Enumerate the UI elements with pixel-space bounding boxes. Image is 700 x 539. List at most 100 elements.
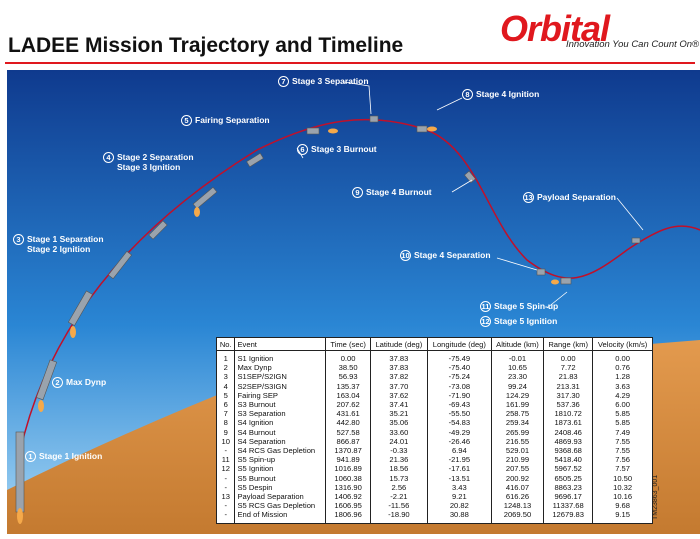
table-cell: S5 Spin-up <box>234 455 327 465</box>
table-cell: 265.99 <box>490 427 545 437</box>
table-cell: 20.82 <box>426 501 492 511</box>
table-cell: 527.58 <box>325 427 371 437</box>
table-cell: 21.83 <box>543 372 594 382</box>
table-cell: 37.83 <box>369 363 428 373</box>
table-cell: -75.40 <box>426 363 492 373</box>
page-title: LADEE Mission Trajectory and Timeline <box>8 34 404 57</box>
table-cell: 2.56 <box>369 482 428 493</box>
table-row: - S5 RCS Gas Depletion 1606.95 -11.56 20.82 1… <box>215 501 653 511</box>
table-row: 12 S5 Ignition 1016.89 18.56 -17.61 207.55 596… <box>215 464 653 474</box>
table-cell: 37.83 <box>369 350 428 364</box>
table-cell: 13 <box>215 492 236 502</box>
table-cell: 537.36 <box>543 400 594 410</box>
table-cell: -17.61 <box>426 464 492 474</box>
table-cell: 15.73 <box>369 473 428 483</box>
column-header: Time (sec) <box>325 337 371 351</box>
table-cell: 6505.25 <box>543 473 594 483</box>
table-cell: 5.85 <box>592 409 653 419</box>
table-cell: 8 <box>215 418 236 428</box>
table-cell: 124.29 <box>490 390 545 401</box>
table-row: - End of Mission 1806.96 -18.90 30.88 2069.50… <box>215 510 653 524</box>
column-header: No. <box>215 337 236 351</box>
table-cell: 18.56 <box>369 464 428 474</box>
table-row: 5 Fairing SEP 163.04 37.62 -71.90 124.29 317.3… <box>215 390 653 401</box>
table-cell: 6.00 <box>592 400 653 410</box>
event-label-11: 11 Stage 5 Spin-up <box>480 301 559 312</box>
table-cell: S5 Ignition <box>234 464 327 474</box>
table-cell: 10.50 <box>592 473 653 483</box>
table-cell: 23.30 <box>490 372 545 382</box>
table-header-row: No. Event Time (sec) Latitude (deg) Longitud… <box>215 337 653 351</box>
table-cell: 37.41 <box>369 400 428 410</box>
table-cell: 9.21 <box>426 492 492 502</box>
table-cell: S4 Ignition <box>234 418 327 428</box>
table-row: 4 S2SEP/S3IGN 135.37 37.70 -73.08 99.24 213.31… <box>215 381 653 391</box>
table-cell: 5418.40 <box>543 455 594 465</box>
table-row: 8 S4 Ignition 442.80 35.06 -54.83 259.34 1873.… <box>215 418 653 428</box>
column-header: Range (km) <box>543 337 594 351</box>
table-cell: 3.43 <box>426 482 492 493</box>
table-row: 10 S4 Separation 866.87 24.01 -26.46 216.55 48… <box>215 436 653 447</box>
table-cell: 3.63 <box>592 381 653 391</box>
table-cell: -73.08 <box>426 381 492 391</box>
table-cell: - <box>215 446 236 456</box>
table-cell: - <box>215 482 236 493</box>
table-cell: 135.37 <box>325 381 371 391</box>
table-cell: Payload Separation <box>234 492 327 502</box>
table-cell: 10.32 <box>592 482 653 493</box>
event-label-9: 9 Stage 4 Burnout <box>352 187 432 198</box>
table-cell: 9.15 <box>592 510 653 524</box>
table-cell: 9368.68 <box>543 446 594 456</box>
table-cell: 21.36 <box>369 455 428 465</box>
table-cell: 7.56 <box>592 455 653 465</box>
orbital-logo: Orbital <box>500 8 610 49</box>
event-label-8: 8 Stage 4 Ignition <box>462 89 539 100</box>
table-row: 1 S1 Ignition 0.00 37.83 -75.49 -0.01 0.00 0.00 <box>215 350 653 364</box>
rocket-stage <box>36 359 58 401</box>
table-cell: 30.88 <box>426 510 492 524</box>
table-cell: - <box>215 510 236 524</box>
table-cell: 99.24 <box>490 381 545 391</box>
table-cell: 941.89 <box>325 455 371 465</box>
table-cell: -55.50 <box>426 409 492 419</box>
table-cell: 1873.61 <box>543 418 594 428</box>
column-header: Altitude (km) <box>490 337 545 351</box>
table-cell: 5.85 <box>592 418 653 428</box>
figure-code: TM23863_001 <box>652 474 659 520</box>
table-cell: S3 Separation <box>234 409 327 419</box>
table-cell: 10 <box>215 436 236 447</box>
table-cell: 416.07 <box>490 482 545 493</box>
table-cell: 24.01 <box>369 436 428 447</box>
table-cell: 10.65 <box>490 363 545 373</box>
table-cell: 0.00 <box>543 350 594 364</box>
table-cell: 1406.92 <box>325 492 371 502</box>
table-cell: 2408.46 <box>543 427 594 437</box>
event-label-5: 5 Fairing Separation <box>181 115 270 126</box>
table-row: 7 S3 Separation 431.61 35.21 -55.50 258.75 181… <box>215 409 653 419</box>
table-cell: 9.68 <box>592 501 653 511</box>
table-cell: Fairing SEP <box>234 390 327 401</box>
table-cell: 8863.23 <box>543 482 594 493</box>
event-label-13: 13 Payload Separation <box>523 192 616 203</box>
table-cell: 216.55 <box>490 436 545 447</box>
table-row: 6 S3 Burnout 207.62 37.41 -69.43 161.99 537.36… <box>215 400 653 410</box>
table-cell: S2SEP/S3IGN <box>234 381 327 391</box>
table-cell: End of Mission <box>234 510 327 524</box>
table-cell: S3 Burnout <box>234 400 327 410</box>
table-cell: S5 Burnout <box>234 473 327 483</box>
logo-tagline: Innovation You Can Count On® <box>566 39 700 50</box>
event-label-6: 6 Stage 3 Burnout <box>297 144 377 155</box>
table-cell: 1.28 <box>592 372 653 382</box>
table-row: 2 Max Dynp 38.50 37.83 -75.40 10.65 7.72 0.76 <box>215 363 653 373</box>
table-cell: -54.83 <box>426 418 492 428</box>
table-cell: 9696.17 <box>543 492 594 502</box>
table-cell: 163.04 <box>325 390 371 401</box>
table-cell: 7.55 <box>592 446 653 456</box>
launch-vehicle <box>15 431 25 513</box>
table-cell: 7.72 <box>543 363 594 373</box>
table-cell: 616.26 <box>490 492 545 502</box>
table-cell: - <box>215 501 236 511</box>
table-cell: -2.21 <box>369 492 428 502</box>
table-cell: 7 <box>215 409 236 419</box>
table-cell: 3 <box>215 372 236 382</box>
